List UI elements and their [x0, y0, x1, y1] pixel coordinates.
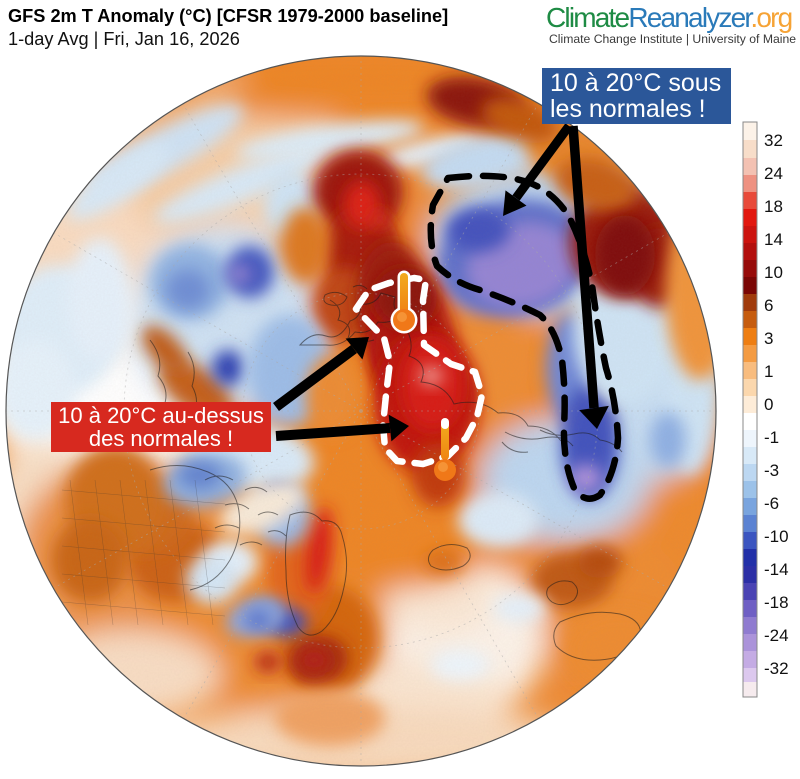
- svg-text:-3: -3: [764, 461, 779, 480]
- svg-text:les normales !: les normales !: [550, 95, 706, 123]
- svg-text:-10: -10: [764, 527, 789, 546]
- svg-text:-24: -24: [764, 626, 789, 645]
- svg-text:10 à 20°C sous: 10 à 20°C sous: [550, 69, 721, 97]
- svg-text:3: 3: [764, 329, 773, 348]
- svg-text:24: 24: [764, 164, 783, 183]
- svg-text:ClimateReanalyzer.org: ClimateReanalyzer.org: [546, 2, 792, 33]
- svg-text:-14: -14: [764, 560, 789, 579]
- svg-text:1-day Avg | Fri, Jan 16, 2026: 1-day Avg | Fri, Jan 16, 2026: [8, 29, 240, 49]
- svg-text:1: 1: [764, 362, 773, 381]
- svg-text:-1: -1: [764, 428, 779, 447]
- svg-text:des normales !: des normales !: [89, 426, 233, 451]
- svg-text:6: 6: [764, 296, 773, 315]
- svg-text:-18: -18: [764, 593, 789, 612]
- svg-text:Climate Change Institute | Uni: Climate Change Institute | University of…: [549, 32, 796, 46]
- svg-text:10: 10: [764, 263, 783, 282]
- svg-text:10 à 20°C au-dessus: 10 à 20°C au-dessus: [58, 403, 264, 428]
- svg-text:-6: -6: [764, 494, 779, 513]
- svg-text:14: 14: [764, 230, 783, 249]
- svg-text:0: 0: [764, 395, 773, 414]
- svg-text:18: 18: [764, 197, 783, 216]
- svg-text:-32: -32: [764, 659, 789, 678]
- svg-text:GFS 2m T Anomaly (°C) [CFSR 19: GFS 2m T Anomaly (°C) [CFSR 1979-2000 ba…: [8, 6, 448, 26]
- svg-text:32: 32: [764, 131, 783, 150]
